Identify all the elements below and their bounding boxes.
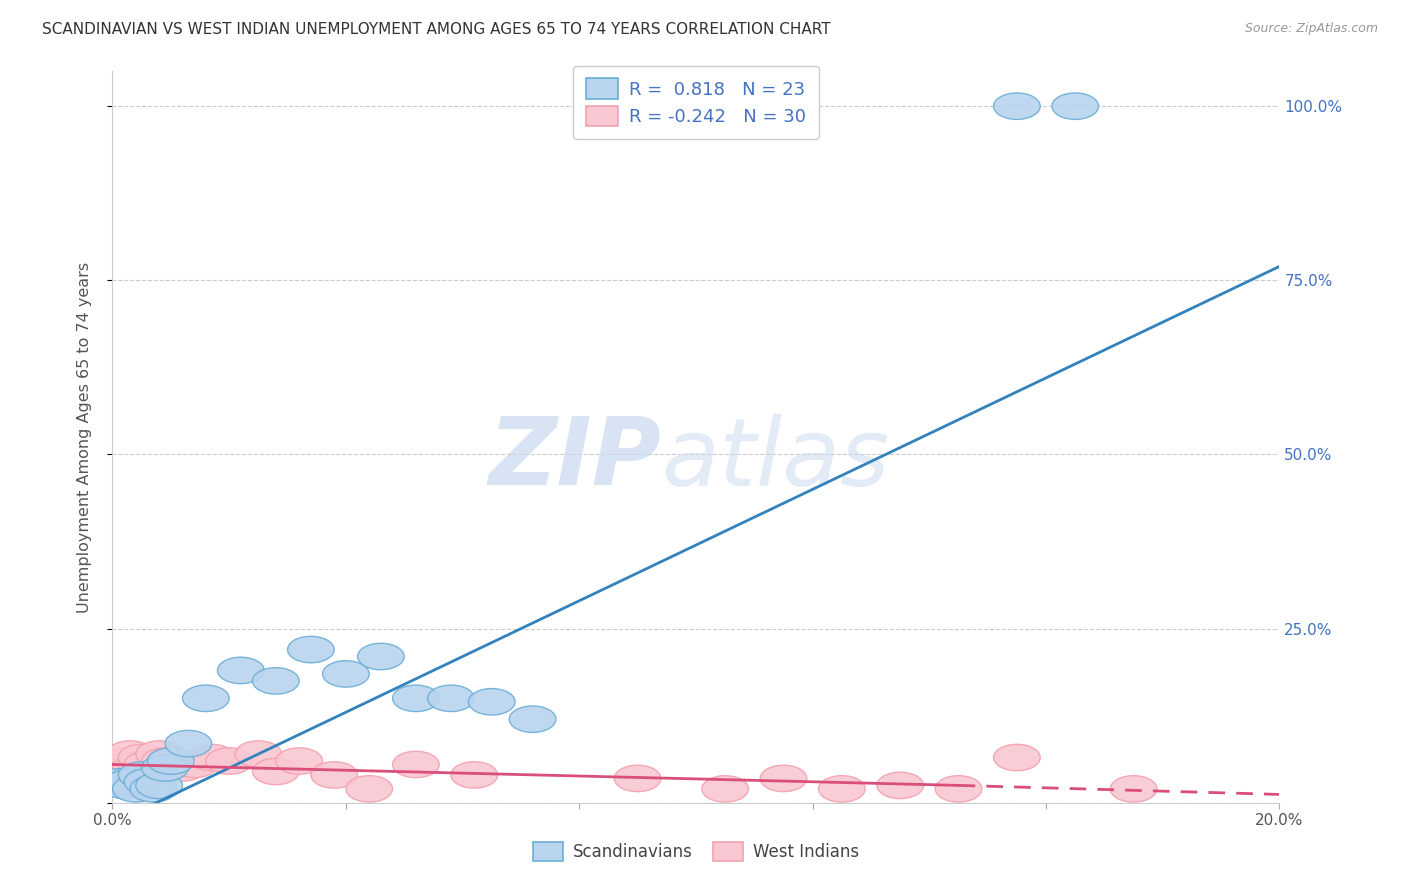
Ellipse shape xyxy=(818,776,865,802)
Ellipse shape xyxy=(124,751,172,778)
Ellipse shape xyxy=(159,755,205,781)
Ellipse shape xyxy=(142,747,188,774)
Ellipse shape xyxy=(205,747,253,774)
Text: ZIP: ZIP xyxy=(488,413,661,505)
Ellipse shape xyxy=(101,772,148,798)
Ellipse shape xyxy=(451,762,498,789)
Ellipse shape xyxy=(994,744,1040,771)
Ellipse shape xyxy=(112,755,159,781)
Ellipse shape xyxy=(253,758,299,785)
Ellipse shape xyxy=(761,765,807,792)
Ellipse shape xyxy=(218,657,264,683)
Ellipse shape xyxy=(96,755,142,781)
Legend: Scandinavians, West Indians: Scandinavians, West Indians xyxy=(526,835,866,868)
Ellipse shape xyxy=(107,740,153,767)
Ellipse shape xyxy=(188,744,235,771)
Ellipse shape xyxy=(96,769,142,795)
Y-axis label: Unemployment Among Ages 65 to 74 years: Unemployment Among Ages 65 to 74 years xyxy=(77,261,91,613)
Text: Source: ZipAtlas.com: Source: ZipAtlas.com xyxy=(1244,22,1378,36)
Ellipse shape xyxy=(357,643,405,670)
Ellipse shape xyxy=(702,776,748,802)
Ellipse shape xyxy=(118,744,165,771)
Ellipse shape xyxy=(287,636,335,663)
Ellipse shape xyxy=(346,776,392,802)
Ellipse shape xyxy=(322,661,370,687)
Ellipse shape xyxy=(136,740,183,767)
Ellipse shape xyxy=(183,685,229,712)
Ellipse shape xyxy=(165,731,212,756)
Ellipse shape xyxy=(468,689,515,715)
Ellipse shape xyxy=(392,751,439,778)
Ellipse shape xyxy=(509,706,555,732)
Ellipse shape xyxy=(129,776,177,802)
Ellipse shape xyxy=(101,747,148,774)
Ellipse shape xyxy=(392,685,439,712)
Ellipse shape xyxy=(148,747,194,774)
Ellipse shape xyxy=(172,751,218,778)
Ellipse shape xyxy=(253,667,299,694)
Ellipse shape xyxy=(427,685,474,712)
Ellipse shape xyxy=(136,772,183,798)
Text: SCANDINAVIAN VS WEST INDIAN UNEMPLOYMENT AMONG AGES 65 TO 74 YEARS CORRELATION C: SCANDINAVIAN VS WEST INDIAN UNEMPLOYMENT… xyxy=(42,22,831,37)
Text: atlas: atlas xyxy=(661,414,889,505)
Ellipse shape xyxy=(124,769,172,795)
Ellipse shape xyxy=(1111,776,1157,802)
Ellipse shape xyxy=(118,751,165,778)
Ellipse shape xyxy=(235,740,281,767)
Ellipse shape xyxy=(877,772,924,798)
Ellipse shape xyxy=(276,747,322,774)
Ellipse shape xyxy=(112,776,159,802)
Ellipse shape xyxy=(107,769,153,795)
Ellipse shape xyxy=(148,747,194,774)
Ellipse shape xyxy=(311,762,357,789)
Ellipse shape xyxy=(142,755,188,781)
Ellipse shape xyxy=(118,762,165,789)
Ellipse shape xyxy=(994,93,1040,120)
Ellipse shape xyxy=(1052,93,1098,120)
Ellipse shape xyxy=(935,776,981,802)
Ellipse shape xyxy=(614,765,661,792)
Ellipse shape xyxy=(129,762,177,789)
